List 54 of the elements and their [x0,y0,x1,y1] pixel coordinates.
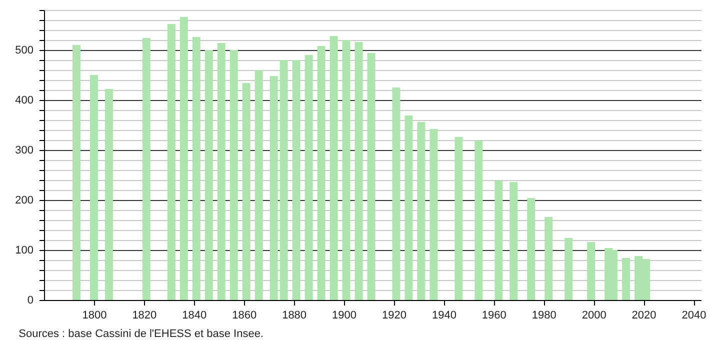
bar [204,50,213,300]
bar [354,42,363,300]
bar [330,36,338,300]
x-tick-label: 1800 [82,310,107,322]
x-tick-label: 2040 [682,310,706,322]
bar [564,238,573,300]
bar [342,40,350,300]
x-tick-label: 1940 [432,310,456,322]
y-tick-label: 500 [15,44,34,56]
bar [292,60,300,300]
y-tick-label: 100 [15,244,34,256]
x-tick-label: 1980 [532,310,556,322]
x-tick-label: 1920 [382,310,406,322]
bar [280,60,288,300]
x-tick-label: 1900 [332,310,357,322]
bar [510,182,518,300]
bar [270,76,278,300]
y-tick-label: 0 [27,294,34,306]
bar [367,53,376,300]
bar [494,180,503,300]
x-tick-label: 2000 [582,310,606,322]
bar [230,50,238,300]
bar [544,217,553,300]
y-tick-label: 300 [15,144,34,156]
bar [417,122,426,300]
bar [90,75,98,300]
bar [217,43,226,300]
bar [430,129,438,300]
y-tick-label: 200 [15,194,34,206]
bar [254,70,263,300]
bar [404,116,413,300]
bar [622,258,630,300]
bar [304,55,313,300]
bar [142,38,150,300]
x-tick-label: 1840 [182,310,207,322]
x-tick-label: 1880 [282,310,307,322]
bar [104,89,113,300]
bar [587,242,596,300]
bar [180,17,188,300]
bar [474,140,483,300]
source-note: Sources : base Cassini de l'EHESS et base Insee. [18,328,264,340]
bar [192,37,200,300]
y-tick-label: 400 [15,94,34,106]
bar [167,24,176,300]
bar [392,88,400,300]
x-tick-label: 1820 [132,310,157,322]
x-tick-label: 1960 [482,310,506,322]
bar [527,198,536,300]
x-tick-label: 2020 [632,310,656,322]
x-tick-label: 1860 [232,310,257,322]
bar [242,83,250,300]
bar [454,137,463,300]
bar [317,46,326,300]
bar [72,45,80,300]
